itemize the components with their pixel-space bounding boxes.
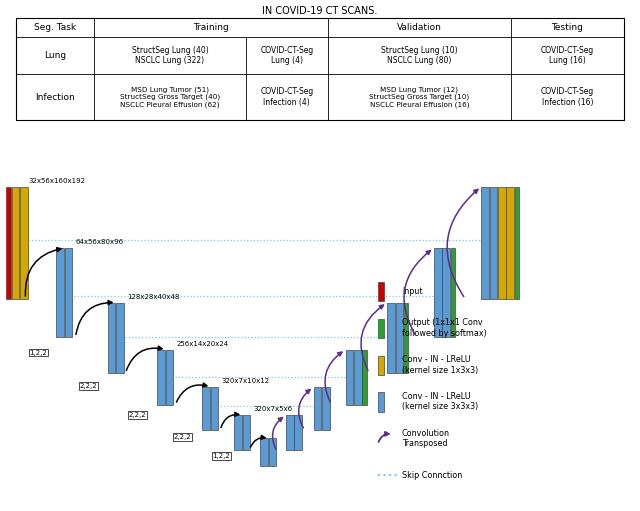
Bar xyxy=(322,387,330,430)
Text: Input: Input xyxy=(402,287,422,296)
Bar xyxy=(243,415,250,450)
Text: 256x14x20x24: 256x14x20x24 xyxy=(177,341,228,347)
Text: Lung: Lung xyxy=(44,51,66,60)
Bar xyxy=(16,18,624,120)
FancyArrowPatch shape xyxy=(76,300,112,335)
Bar xyxy=(6,187,11,299)
Bar xyxy=(387,303,395,373)
FancyArrowPatch shape xyxy=(299,389,310,428)
Text: IN COVID-19 CT SCANS.: IN COVID-19 CT SCANS. xyxy=(262,6,378,16)
FancyArrowPatch shape xyxy=(378,432,389,442)
Text: COVID-CT-Seg
Infection (16): COVID-CT-Seg Infection (16) xyxy=(541,87,594,107)
Text: StructSeg Lung (10)
NSCLC Lung (80): StructSeg Lung (10) NSCLC Lung (80) xyxy=(381,46,458,65)
Bar xyxy=(490,187,497,299)
Text: Seg. Task: Seg. Task xyxy=(34,23,76,32)
Bar xyxy=(314,387,321,430)
FancyArrowPatch shape xyxy=(26,248,61,296)
Bar xyxy=(354,350,362,405)
FancyArrowPatch shape xyxy=(251,435,265,447)
Bar xyxy=(65,248,72,337)
Text: MSD Lung Tumor (12)
StructSeg Gross Target (10)
NSCLC Pleural Effusion (16): MSD Lung Tumor (12) StructSeg Gross Targ… xyxy=(369,86,470,108)
Bar xyxy=(260,438,268,466)
Text: 128x28x40x48: 128x28x40x48 xyxy=(127,294,179,300)
Bar xyxy=(442,248,450,337)
Bar xyxy=(404,303,408,373)
Bar xyxy=(166,350,173,405)
Bar xyxy=(506,187,514,299)
Text: 1,2,2: 1,2,2 xyxy=(212,453,230,459)
Text: 64x56x80x96: 64x56x80x96 xyxy=(76,239,124,245)
Bar xyxy=(294,415,302,450)
Bar xyxy=(378,392,384,412)
FancyArrowPatch shape xyxy=(361,305,383,370)
Bar xyxy=(396,303,403,373)
Bar xyxy=(378,319,384,338)
Bar xyxy=(286,415,294,450)
Bar xyxy=(12,187,19,299)
Bar xyxy=(378,356,384,375)
FancyArrowPatch shape xyxy=(126,346,162,370)
Text: 320x7x10x12: 320x7x10x12 xyxy=(221,378,269,384)
Bar xyxy=(56,248,64,337)
Text: COVID-CT-Seg
Lung (16): COVID-CT-Seg Lung (16) xyxy=(541,46,594,65)
Text: 2,2,2: 2,2,2 xyxy=(173,434,191,440)
Text: MSD Lung Tumor (51)
StructSeg Gross Target (40)
NSCLC Pleural Effusion (62): MSD Lung Tumor (51) StructSeg Gross Targ… xyxy=(120,86,220,108)
Text: 32x56x160x192: 32x56x160x192 xyxy=(29,178,86,184)
Text: COVID-CT-Seg
Lung (4): COVID-CT-Seg Lung (4) xyxy=(260,46,314,65)
Text: Training: Training xyxy=(193,23,228,32)
Bar xyxy=(211,387,218,430)
Text: 1,2,2: 1,2,2 xyxy=(29,350,47,356)
Bar xyxy=(157,350,165,405)
Text: Validation: Validation xyxy=(397,23,442,32)
FancyArrowPatch shape xyxy=(221,412,239,428)
FancyArrowPatch shape xyxy=(447,190,478,296)
Text: Testing: Testing xyxy=(552,23,584,32)
Text: Output (1x1x1 Conv
followed by softmax): Output (1x1x1 Conv followed by softmax) xyxy=(402,318,486,338)
Bar xyxy=(451,248,455,337)
Bar xyxy=(116,303,124,373)
Bar xyxy=(202,387,210,430)
Bar xyxy=(498,187,506,299)
Bar xyxy=(269,438,276,466)
Bar xyxy=(108,303,115,373)
Bar xyxy=(346,350,353,405)
FancyArrowPatch shape xyxy=(273,417,282,449)
Bar xyxy=(434,248,442,337)
Text: 2,2,2: 2,2,2 xyxy=(79,383,97,389)
Text: Conv - IN - LReLU
(kernel size 3x3x3): Conv - IN - LReLU (kernel size 3x3x3) xyxy=(402,392,478,411)
Bar xyxy=(481,187,489,299)
FancyArrowPatch shape xyxy=(177,383,207,402)
Text: StructSeg Lung (40)
NSCLC Lung (322): StructSeg Lung (40) NSCLC Lung (322) xyxy=(132,46,209,65)
Text: Infection: Infection xyxy=(35,92,75,102)
Bar xyxy=(515,187,519,299)
FancyArrowPatch shape xyxy=(404,250,430,335)
FancyArrowPatch shape xyxy=(325,352,342,402)
Text: Convolution
Transposed: Convolution Transposed xyxy=(402,429,450,448)
Text: Skip Connction: Skip Connction xyxy=(402,471,462,480)
Text: Conv - IN - LReLU
(kernel size 1x3x3): Conv - IN - LReLU (kernel size 1x3x3) xyxy=(402,355,478,375)
Text: 320x7x5x6: 320x7x5x6 xyxy=(253,406,292,412)
Text: 2,2,2: 2,2,2 xyxy=(129,412,147,418)
Bar xyxy=(20,187,28,299)
Bar xyxy=(362,350,367,405)
Text: COVID-CT-Seg
Infection (4): COVID-CT-Seg Infection (4) xyxy=(260,87,314,107)
Bar xyxy=(378,282,384,301)
Bar xyxy=(234,415,242,450)
